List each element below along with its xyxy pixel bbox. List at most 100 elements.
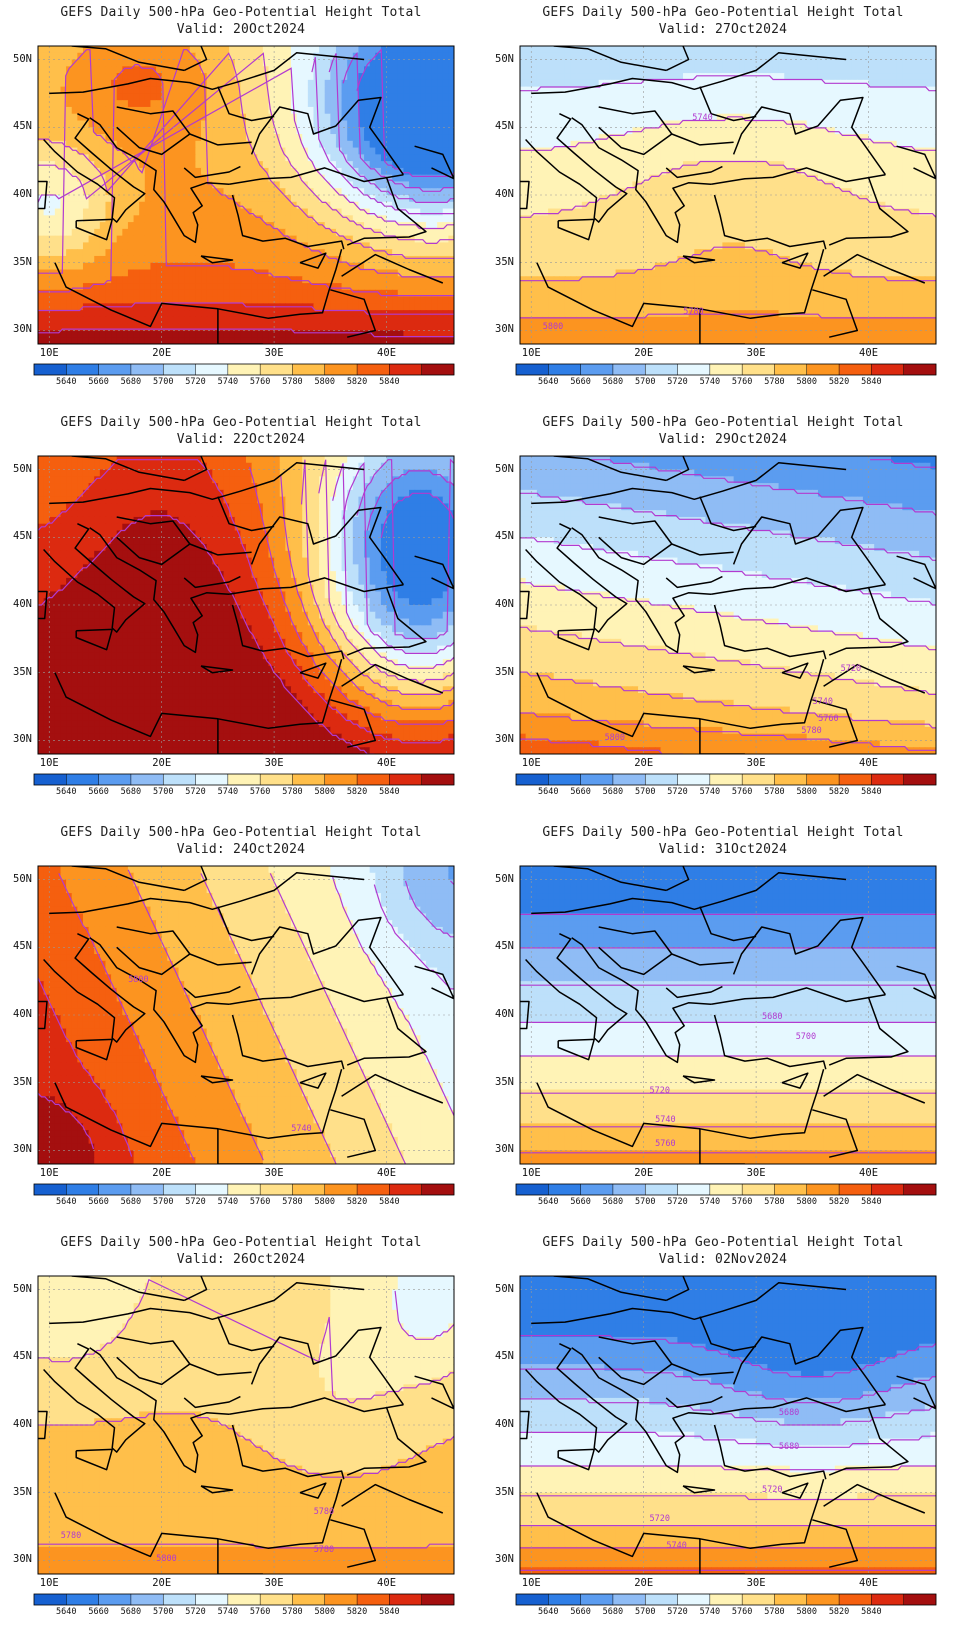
colorbar-swatch: [324, 1184, 358, 1195]
contour-label: 5800: [543, 322, 563, 332]
colorbar-label: 5660: [561, 1607, 601, 1617]
panel-title: GEFS Daily 500-hPa Geo-Potential Height …: [0, 825, 482, 840]
lat-tick-label: 40N: [4, 598, 32, 610]
panel-valid-date: Valid: 27Oct2024: [482, 22, 964, 37]
colorbar-swatch: [357, 1594, 390, 1605]
colorbar-swatch: [677, 364, 711, 375]
map-canvas: [515, 45, 937, 376]
lat-tick-label: 50N: [486, 53, 514, 65]
colorbar-swatch: [66, 774, 99, 785]
colorbar-swatch: [227, 774, 261, 785]
colorbar-label: 5660: [561, 377, 601, 387]
colorbar-swatch: [421, 1184, 455, 1195]
colorbar-swatch: [163, 1594, 196, 1605]
lon-tick-label: 30E: [736, 1167, 776, 1179]
colorbar-swatch: [742, 364, 775, 375]
lon-tick-label: 20E: [624, 1577, 664, 1589]
panel-title: GEFS Daily 500-hPa Geo-Potential Height …: [482, 5, 964, 20]
colorbar-label: 5660: [561, 787, 601, 797]
map-panel: GEFS Daily 500-hPa Geo-Potential Height …: [482, 1230, 964, 1640]
lat-tick-label: 45N: [486, 1350, 514, 1362]
colorbar-swatch: [839, 364, 872, 375]
height-field: [520, 866, 936, 1164]
colorbar-swatch: [645, 774, 678, 785]
colorbar-swatch: [163, 364, 196, 375]
lat-tick-label: 50N: [4, 53, 32, 65]
height-field: [38, 866, 454, 1164]
colorbar-label: 5820: [819, 787, 859, 797]
colorbar-swatch: [389, 774, 422, 785]
colorbar-label: 5740: [690, 1197, 730, 1207]
colorbar-swatch: [742, 1184, 775, 1195]
colorbar-label: 5660: [79, 377, 119, 387]
height-field: [38, 46, 454, 344]
lat-tick-label: 45N: [4, 1350, 32, 1362]
lat-tick-label: 45N: [486, 530, 514, 542]
colorbar-swatch: [612, 364, 646, 375]
map-panel: GEFS Daily 500-hPa Geo-Potential Height …: [0, 1230, 482, 1640]
colorbar-label: 5680: [593, 377, 633, 387]
colorbar-swatch: [677, 1594, 711, 1605]
lon-tick-label: 10E: [29, 757, 69, 769]
colorbar-label: 5640: [46, 787, 86, 797]
lon-tick-label: 30E: [736, 1577, 776, 1589]
contour-label: 5800: [128, 975, 148, 985]
colorbar-swatch: [774, 1184, 808, 1195]
lat-tick-label: 40N: [486, 188, 514, 200]
colorbar-label: 5720: [658, 377, 698, 387]
colorbar-swatch: [580, 774, 614, 785]
lon-tick-label: 10E: [29, 347, 69, 359]
map-frame: [519, 455, 937, 755]
lon-tick-label: 40E: [367, 1577, 407, 1589]
colorbar-label: 5640: [528, 1607, 568, 1617]
colorbar-swatch: [227, 1594, 261, 1605]
contour-label: 5680: [762, 1012, 782, 1022]
contour-label: 5740: [291, 1124, 311, 1134]
lat-tick-label: 35N: [486, 256, 514, 268]
colorbar-swatch: [130, 1184, 164, 1195]
height-field: [520, 1276, 936, 1574]
lon-tick-label: 40E: [367, 1167, 407, 1179]
colorbar-swatch: [612, 1184, 646, 1195]
lon-tick-label: 20E: [142, 347, 182, 359]
panel-title: GEFS Daily 500-hPa Geo-Potential Height …: [0, 1235, 482, 1250]
contour-label: 5740: [813, 697, 833, 707]
lat-tick-label: 30N: [4, 1143, 32, 1155]
colorbar-label: 5700: [625, 787, 665, 797]
colorbar-label: 5640: [528, 1197, 568, 1207]
contour-label: 5780: [683, 307, 703, 317]
colorbar-label: 5760: [722, 1197, 762, 1207]
contour-label: 5740: [692, 113, 712, 123]
colorbar-label: 5640: [528, 377, 568, 387]
colorbar-swatch: [357, 1184, 390, 1195]
colorbar-swatch: [580, 1184, 614, 1195]
colorbar-swatch: [98, 1594, 132, 1605]
colorbar-swatch: [742, 774, 775, 785]
colorbar-label: 5760: [240, 377, 280, 387]
colorbar-label: 5680: [593, 1607, 633, 1617]
colorbar-swatch: [421, 774, 455, 785]
lon-tick-label: 40E: [849, 1167, 889, 1179]
colorbar-swatch: [163, 1184, 196, 1195]
lat-tick-label: 40N: [486, 1418, 514, 1430]
lon-tick-label: 20E: [624, 347, 664, 359]
map-frame: [519, 1275, 937, 1575]
lon-tick-label: 10E: [511, 1577, 551, 1589]
map-frame: [37, 1275, 455, 1575]
colorbar-swatch: [324, 364, 358, 375]
colorbar-swatch: [839, 1594, 872, 1605]
lon-tick-label: 40E: [367, 347, 407, 359]
colorbar-swatch: [903, 1594, 937, 1605]
map-canvas: [33, 865, 455, 1196]
colorbar-swatch: [292, 364, 326, 375]
lat-tick-label: 45N: [4, 530, 32, 542]
map-canvas: [515, 455, 937, 786]
colorbar-label: 5660: [79, 787, 119, 797]
colorbar-swatch: [612, 1594, 646, 1605]
contour-label: 5760: [818, 714, 838, 724]
map-frame: [519, 45, 937, 345]
colorbar-swatch: [260, 774, 293, 785]
colorbar-swatch: [516, 774, 549, 785]
colorbar-swatch: [389, 1594, 422, 1605]
colorbar-label: 5780: [272, 1607, 312, 1617]
